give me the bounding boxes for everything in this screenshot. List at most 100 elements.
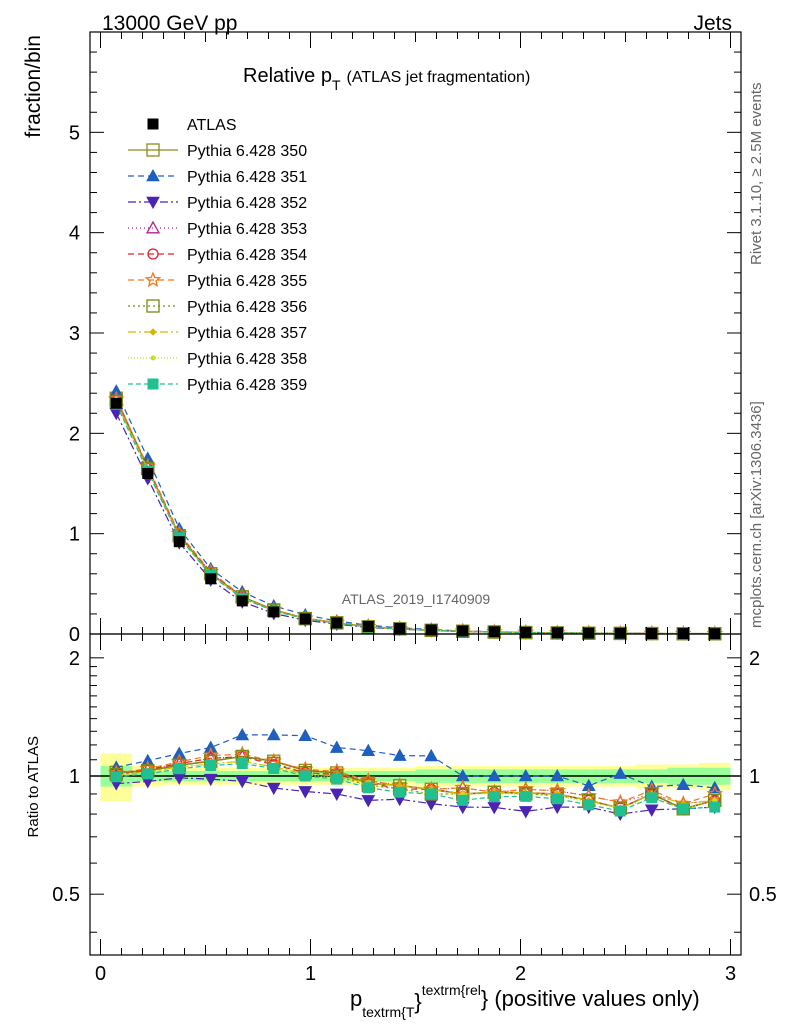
legend-marker-5 xyxy=(144,271,162,288)
legend-label-7: Pythia 6.428 357 xyxy=(187,325,307,342)
ratio-point-9 xyxy=(614,805,626,817)
ratio-point-2 xyxy=(329,788,344,802)
data-point xyxy=(268,606,280,618)
legend-label-4: Pythia 6.428 354 xyxy=(187,247,307,264)
bottom-ylabel: Ratio to ATLAS xyxy=(25,736,42,837)
data-point xyxy=(110,397,122,409)
data-point xyxy=(520,626,532,638)
legend-label-9: Pythia 6.428 359 xyxy=(187,377,307,394)
ratio-point-9 xyxy=(205,759,217,771)
xlabel-brace: } xyxy=(414,989,421,1014)
legend-marker-7 xyxy=(149,328,157,336)
header-left: 13000 GeV pp xyxy=(102,12,237,35)
legend-label-2: Pythia 6.428 352 xyxy=(187,195,307,212)
data-point xyxy=(583,627,595,639)
ratio-point-9 xyxy=(331,773,343,785)
series-point-1 xyxy=(140,451,155,464)
ratio-point-2 xyxy=(203,773,218,787)
xlabel-p: p xyxy=(350,986,362,1011)
rivet-label: Rivet 3.1.10, ≥ 2.5M events xyxy=(748,83,765,266)
ratio-point-9 xyxy=(583,799,595,811)
legend-marker-1 xyxy=(146,168,160,182)
ratio-point-2 xyxy=(266,782,281,796)
ratio-point-9 xyxy=(677,803,689,815)
ratio-point-9 xyxy=(173,763,185,775)
legend-label-6: Pythia 6.428 356 xyxy=(187,299,307,316)
legend-label-0: Pythia 6.428 350 xyxy=(187,143,307,160)
ratio-point-1 xyxy=(392,748,407,761)
bottom-ytick-label: 2 xyxy=(69,648,80,670)
top-ytick-label: 4 xyxy=(69,223,80,245)
ratio-point-1 xyxy=(329,740,344,753)
top-ylabel: fraction/bin xyxy=(22,35,45,138)
ratio-point-1 xyxy=(203,740,218,753)
ratio-point-9 xyxy=(551,793,563,805)
header-right: Jets xyxy=(693,12,732,35)
legend-label-1: Pythia 6.428 351 xyxy=(187,169,307,186)
ratio-point-5 xyxy=(233,745,251,762)
series-point-6 xyxy=(298,611,312,626)
ratio-point-2 xyxy=(361,795,376,808)
ratio-point-9 xyxy=(425,788,437,800)
series-point-1 xyxy=(109,384,124,397)
data-point xyxy=(488,626,500,638)
ratio-frame xyxy=(89,633,742,956)
xtick-label: 1 xyxy=(305,963,316,985)
xlabel-sup: textrm{rel xyxy=(422,982,481,998)
ratio-point-9 xyxy=(236,758,248,770)
ratio-point-9 xyxy=(520,790,532,802)
top-ytick-label: 5 xyxy=(69,122,80,144)
ratio-point-9 xyxy=(362,782,374,794)
ratio-line-1 xyxy=(116,734,715,789)
ratio-point-9 xyxy=(142,768,154,780)
ratio-point-9 xyxy=(394,786,406,798)
data-point xyxy=(205,573,217,585)
title-rest: (ATLAS jet fragmentation) xyxy=(347,69,531,86)
ratio-point-9 xyxy=(110,771,122,783)
ratio-point-2 xyxy=(235,775,250,789)
ratio-point-1 xyxy=(361,743,376,757)
legend-marker-4 xyxy=(147,248,159,260)
data-point xyxy=(299,613,311,625)
legend-marker-data xyxy=(147,118,159,130)
legend-marker-3 xyxy=(145,220,161,234)
legend-label-5: Pythia 6.428 355 xyxy=(187,273,307,290)
mcplots-label: mcplots.cern.ch [arXiv:1306.3436] xyxy=(748,401,765,628)
ratio-point-9 xyxy=(709,801,721,813)
legend-marker-9 xyxy=(147,378,159,390)
data-point xyxy=(551,627,563,639)
data-point xyxy=(614,627,626,639)
xlabel-rest: } (positive values only) xyxy=(481,986,700,1011)
xlabel-sub: textrm{T xyxy=(362,1004,415,1020)
xtick-label: 0 xyxy=(95,963,106,985)
ratio-point-5 xyxy=(202,746,219,763)
ratio-point-9 xyxy=(268,762,280,774)
ratio-point-1 xyxy=(424,748,439,762)
ratio-point-2 xyxy=(298,786,313,799)
data-point xyxy=(173,536,185,548)
ratio-point-9 xyxy=(457,794,469,806)
data-point xyxy=(362,620,374,632)
legend-label-3: Pythia 6.428 353 xyxy=(187,221,307,238)
top-ytick-label: 0 xyxy=(69,624,80,646)
ratio-point-1 xyxy=(140,753,155,767)
legend-label-data: ATLAS xyxy=(187,117,237,134)
ratio-point-1 xyxy=(266,727,281,741)
bottom-ytick-label: 0.5 xyxy=(52,884,80,906)
bottom-ytick-label-right: 0.5 xyxy=(749,884,777,906)
title-sub: T xyxy=(332,77,341,93)
bottom-ytick-label-right: 2 xyxy=(749,648,760,670)
ratio-point-9 xyxy=(646,792,658,804)
title-main: Relative p xyxy=(243,65,332,87)
xtick-label: 2 xyxy=(515,963,526,985)
ratio-point-1 xyxy=(550,768,565,782)
data-point xyxy=(236,595,248,607)
ratio-point-1 xyxy=(676,777,691,791)
data-point xyxy=(142,467,154,479)
xlabel: ptextrm{T}textrm{rel} (positive values o… xyxy=(350,982,700,1020)
ratio-point-9 xyxy=(299,770,311,782)
data-point xyxy=(331,617,343,629)
ratio-point-1 xyxy=(235,727,250,741)
